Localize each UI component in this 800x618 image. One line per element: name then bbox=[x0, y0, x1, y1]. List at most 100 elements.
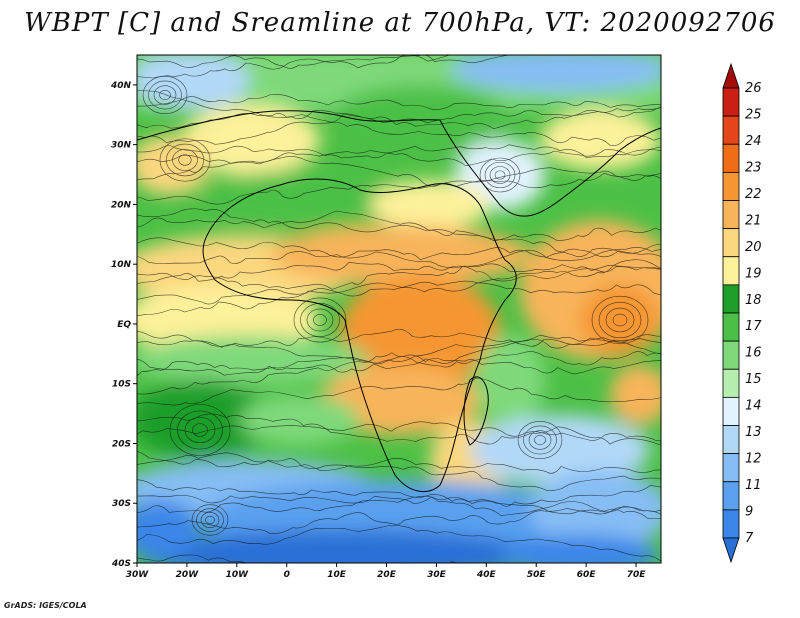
colorbar-box bbox=[722, 200, 740, 230]
streamline bbox=[137, 149, 661, 180]
colorbar-label: 21 bbox=[745, 213, 762, 228]
streamline bbox=[137, 554, 458, 563]
x-tick-label: 30W bbox=[126, 570, 150, 580]
streamline bbox=[137, 479, 661, 520]
streamline-eddy bbox=[142, 76, 188, 115]
x-tick-label: 10E bbox=[327, 570, 347, 580]
streamline bbox=[137, 172, 661, 205]
colorbar-label: 16 bbox=[745, 346, 762, 361]
colorbar-label: 12 bbox=[745, 452, 762, 467]
colorbar-label: 14 bbox=[745, 399, 762, 414]
x-tick-label: 0 bbox=[284, 570, 290, 580]
y-tick-label: 10S bbox=[112, 380, 131, 390]
x-tick-label: 10W bbox=[226, 570, 250, 580]
colorbar-label: 7 bbox=[745, 531, 754, 546]
streamline bbox=[137, 494, 661, 515]
colorbar-label: 23 bbox=[745, 160, 762, 175]
streamline-eddy bbox=[484, 161, 516, 189]
streamline-eddy bbox=[534, 435, 546, 445]
streamline bbox=[137, 484, 661, 513]
map-title: WBPT [C] and Sreamline at 700hPa, VT: 20… bbox=[24, 8, 776, 38]
y-tick-label: 20N bbox=[111, 200, 132, 210]
streamline-eddy bbox=[205, 515, 215, 525]
colorbar-label: 25 bbox=[745, 107, 762, 122]
streamline bbox=[137, 334, 661, 376]
y-tick-label: 10N bbox=[111, 260, 132, 270]
streamline bbox=[137, 154, 661, 187]
streamline-eddy bbox=[605, 307, 635, 333]
wbpt-shading bbox=[137, 55, 661, 563]
streamline-eddy bbox=[612, 313, 628, 327]
colorbar-label: 20 bbox=[745, 240, 762, 255]
y-tick-label: EQ bbox=[117, 320, 131, 330]
streamline bbox=[137, 247, 661, 290]
streamline-eddy bbox=[293, 297, 347, 343]
colorbar-box bbox=[722, 143, 740, 173]
y-tick-label: 40N bbox=[110, 81, 132, 91]
streamline bbox=[137, 107, 661, 130]
streamline bbox=[137, 237, 661, 261]
colorbar-box bbox=[722, 228, 740, 258]
streamline bbox=[137, 251, 661, 273]
x-tick-label: 30E bbox=[427, 570, 447, 580]
colorbar-box bbox=[722, 256, 740, 286]
colorbar-box bbox=[722, 481, 740, 511]
streamline-eddy bbox=[184, 416, 216, 444]
y-tick-label: 40S bbox=[111, 559, 131, 569]
colorbar-label: 24 bbox=[745, 134, 762, 149]
colorbar-box bbox=[722, 509, 740, 539]
streamline-eddy bbox=[523, 425, 557, 455]
streamline-eddy bbox=[159, 90, 171, 100]
colorbar-label: 17 bbox=[745, 319, 762, 334]
y-axis: 40S 30S 20S 10S EQ 10N 20N 30N 40N bbox=[110, 81, 137, 569]
streamline bbox=[137, 121, 661, 146]
streamline bbox=[137, 413, 661, 445]
plot-frame bbox=[136, 54, 662, 564]
streamline-eddy bbox=[191, 504, 229, 536]
credit-label: GrADS: IGES/COLA bbox=[4, 601, 87, 610]
x-tick-label: 50E bbox=[527, 570, 547, 580]
x-tick-label: 20W bbox=[176, 570, 200, 580]
colorbar-box bbox=[722, 284, 740, 314]
colorbar-label: 19 bbox=[745, 266, 762, 281]
colorbar-min-arrow bbox=[722, 537, 740, 564]
colorbar-box bbox=[722, 312, 740, 342]
streamline bbox=[137, 352, 661, 395]
colorbar: 26 25 24 23 22 21 20 19 18 17 16 15 14 13 12 11 9 7 bbox=[722, 62, 762, 564]
streamline-eddy bbox=[517, 420, 563, 459]
streamline-eddy bbox=[528, 430, 552, 450]
streamline bbox=[137, 377, 661, 406]
colorbar-box bbox=[722, 425, 740, 455]
streamline-eddy bbox=[200, 512, 220, 528]
x-tick-label: 70E bbox=[627, 570, 647, 580]
streamline-eddy bbox=[148, 80, 182, 110]
colorbar-box bbox=[722, 115, 740, 145]
y-tick-label: 30S bbox=[112, 499, 131, 509]
coastlines bbox=[137, 110, 661, 493]
streamline-eddy bbox=[598, 301, 642, 339]
y-tick-label: 30N bbox=[111, 141, 132, 151]
streamline-eddy bbox=[169, 404, 231, 456]
streamline-eddy bbox=[479, 157, 521, 193]
streamline bbox=[137, 259, 661, 316]
colorbar-label: 13 bbox=[745, 425, 762, 440]
streamline-eddy bbox=[196, 508, 224, 532]
colorbar-label: 22 bbox=[745, 187, 762, 202]
y-tick-label: 20S bbox=[112, 439, 131, 449]
colorbar-label: 18 bbox=[745, 293, 762, 308]
colorbar-box bbox=[722, 171, 740, 201]
colorbar-box bbox=[722, 396, 740, 426]
colorbar-box bbox=[722, 87, 740, 117]
streamline-eddy bbox=[306, 308, 334, 332]
streamlines bbox=[137, 55, 661, 563]
streamline bbox=[137, 451, 661, 474]
streamline-eddy bbox=[494, 170, 506, 180]
streamline-eddy bbox=[172, 149, 198, 171]
colorbar-label: 26 bbox=[745, 81, 762, 96]
streamline bbox=[137, 210, 661, 242]
streamline bbox=[137, 55, 511, 69]
streamline-eddy bbox=[192, 423, 208, 437]
streamline-eddy bbox=[153, 85, 177, 105]
streamline-eddy bbox=[489, 166, 511, 184]
